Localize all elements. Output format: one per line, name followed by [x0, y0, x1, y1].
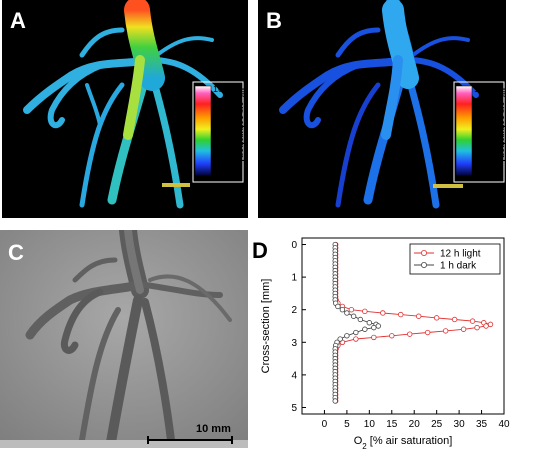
data-point — [442, 328, 449, 334]
data-point — [375, 323, 382, 329]
x-tick-label: 10 — [364, 419, 376, 430]
data-point — [407, 331, 413, 337]
data-point — [344, 333, 350, 339]
colorbar-title: [% air saturation] — [497, 88, 506, 162]
panel-label-a: A — [10, 8, 26, 33]
colorbar-tick: 0 — [213, 170, 218, 180]
x-tick-label: 25 — [431, 419, 443, 430]
data-point — [362, 308, 368, 315]
colorbar-tick: 50 — [474, 128, 484, 138]
panel-a: 100 75 50 25 0 [% air saturation] A — [2, 0, 248, 218]
y-axis-label: Cross-section [mm] — [260, 279, 272, 374]
colorbar-tick: 25 — [213, 150, 223, 160]
data-point — [469, 318, 476, 324]
x-tick-label: 40 — [498, 419, 510, 430]
y-tick-label: 5 — [291, 403, 297, 414]
panel-a-oxygen-image: 100 75 50 25 0 [% air saturation] — [23, 0, 246, 209]
panel-label-c: C — [8, 240, 24, 265]
root-system-b — [279, 0, 479, 209]
legend-marker — [420, 249, 427, 256]
root-system-c — [25, 230, 232, 448]
panel-b-oxygen-image: 100 75 50 25 0 [% air saturation] — [279, 0, 506, 209]
panel-c-root-photo: 10 mm — [0, 230, 248, 448]
data-point — [339, 307, 346, 313]
panel-c: 10 mm C — [0, 230, 248, 448]
ruler — [0, 440, 248, 448]
legend-entry: 1 h dark — [440, 261, 477, 272]
data-point — [474, 324, 480, 331]
x-tick-label: 0 — [322, 419, 328, 430]
colorbar-a: 100 75 50 25 0 [% air saturation] — [192, 81, 246, 183]
legend-entry: 12 h light — [440, 249, 481, 260]
colorbar-tick: 25 — [474, 150, 484, 160]
x-axis-label: O2 [% air saturation] — [354, 435, 453, 451]
colorbar-tick: 0 — [474, 170, 479, 180]
data-point — [366, 320, 373, 326]
x-tick-label: 30 — [454, 419, 466, 430]
data-point — [483, 323, 489, 329]
panel-label-b: B — [266, 8, 282, 33]
data-point — [353, 336, 359, 342]
data-point — [371, 334, 377, 341]
y-tick-label: 4 — [291, 370, 297, 381]
data-point — [332, 398, 338, 404]
colorbar-b: 100 75 50 25 0 [% air saturation] — [453, 81, 506, 183]
colorbar-tick: 50 — [213, 128, 223, 138]
data-point — [362, 326, 368, 332]
root-system-a — [23, 0, 223, 209]
colorbar-tick: 75 — [213, 106, 223, 116]
y-tick-label: 3 — [291, 338, 297, 349]
data-point — [371, 324, 377, 331]
scale-marker — [162, 183, 190, 187]
data-point — [424, 329, 431, 336]
data-point — [353, 329, 359, 336]
x-tick-label: 5 — [344, 419, 350, 430]
panel-label-d: D — [252, 238, 268, 263]
colorbar-title: [% air saturation] — [236, 88, 246, 162]
data-point — [344, 310, 350, 316]
data-point — [451, 316, 458, 323]
plot-area: 0 5 10 15 20 25 30 35 40 0 1 2 3 4 5 — [291, 237, 510, 430]
data-point — [357, 316, 364, 323]
y-tick-label: 1 — [291, 273, 297, 284]
data-point — [380, 310, 386, 316]
data-point — [335, 303, 341, 310]
y-tick-label: 2 — [291, 305, 297, 316]
colorbar-tick: 75 — [474, 106, 484, 116]
data-point — [398, 311, 404, 318]
x-tick-label: 15 — [386, 419, 398, 430]
scale-marker — [433, 184, 463, 188]
colorbar-tick: 100 — [213, 84, 228, 94]
panel-d: 0 5 10 15 20 25 30 35 40 0 1 2 3 4 5 O2 [% air saturat… — [252, 232, 550, 458]
y-tick-label: 0 — [291, 240, 297, 251]
plot-frame — [301, 237, 505, 415]
data-point — [433, 315, 440, 321]
data-point — [350, 313, 357, 319]
x-tick-label: 20 — [409, 419, 421, 430]
data-point — [389, 333, 395, 339]
data-point — [348, 307, 355, 313]
data-point — [416, 313, 422, 319]
data-point — [487, 321, 494, 328]
panel-b: 100 75 50 25 0 [% air saturation] B — [258, 0, 506, 218]
data-point — [337, 336, 343, 342]
colorbar-tick: 100 — [474, 84, 489, 94]
panel-d-profile-chart: 0 5 10 15 20 25 30 35 40 0 1 2 3 4 5 O2 [% air saturat… — [260, 237, 510, 451]
scale-bar-label: 10 mm — [196, 423, 231, 435]
x-tick-label: 35 — [476, 419, 488, 430]
legend-marker — [420, 261, 427, 268]
data-point — [460, 326, 467, 332]
